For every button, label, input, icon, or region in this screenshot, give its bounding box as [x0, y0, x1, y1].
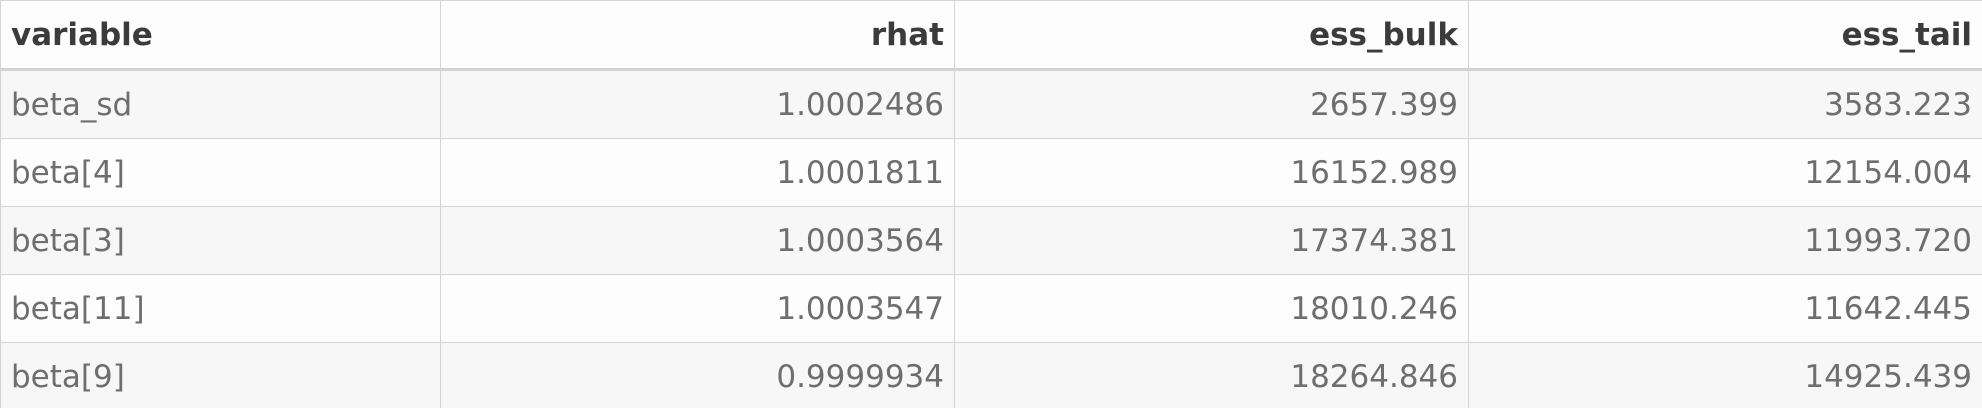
cell-ess-bulk: 18264.846 [954, 342, 1469, 408]
header-row: variable rhat ess_bulk ess_tail [0, 0, 1982, 71]
cell-ess-bulk: 18010.246 [954, 274, 1469, 343]
cell-ess-tail: 11993.720 [1468, 206, 1982, 275]
cell-ess-tail: 12154.004 [1468, 138, 1982, 207]
cell-ess-tail: 3583.223 [1468, 69, 1982, 139]
cell-variable: beta[4] [0, 138, 441, 207]
header-rhat: rhat [440, 0, 955, 71]
header-ess-tail: ess_tail [1468, 0, 1982, 71]
cell-ess-bulk: 2657.399 [954, 69, 1469, 139]
cell-variable: beta[11] [0, 274, 441, 343]
cell-variable: beta[3] [0, 206, 441, 275]
header-ess-bulk: ess_bulk [954, 0, 1469, 71]
cell-rhat: 1.0002486 [440, 69, 955, 139]
table-body: beta_sd 1.0002486 2657.399 3583.223 beta… [0, 69, 1982, 408]
cell-variable: beta[9] [0, 342, 441, 408]
table-row: beta[11] 1.0003547 18010.246 11642.445 [0, 274, 1982, 343]
table-row: beta_sd 1.0002486 2657.399 3583.223 [0, 69, 1982, 139]
table-header: variable rhat ess_bulk ess_tail [0, 0, 1982, 71]
header-variable: variable [0, 0, 441, 71]
table-row: beta[3] 1.0003564 17374.381 11993.720 [0, 206, 1982, 275]
table-row: beta[4] 1.0001811 16152.989 12154.004 [0, 138, 1982, 207]
cell-ess-bulk: 16152.989 [954, 138, 1469, 207]
cell-ess-tail: 11642.445 [1468, 274, 1982, 343]
cell-ess-tail: 14925.439 [1468, 342, 1982, 408]
table-row: beta[9] 0.9999934 18264.846 14925.439 [0, 342, 1982, 408]
cell-variable: beta_sd [0, 69, 441, 139]
cell-rhat: 0.9999934 [440, 342, 955, 408]
cell-rhat: 1.0003547 [440, 274, 955, 343]
cell-ess-bulk: 17374.381 [954, 206, 1469, 275]
cell-rhat: 1.0001811 [440, 138, 955, 207]
cell-rhat: 1.0003564 [440, 206, 955, 275]
